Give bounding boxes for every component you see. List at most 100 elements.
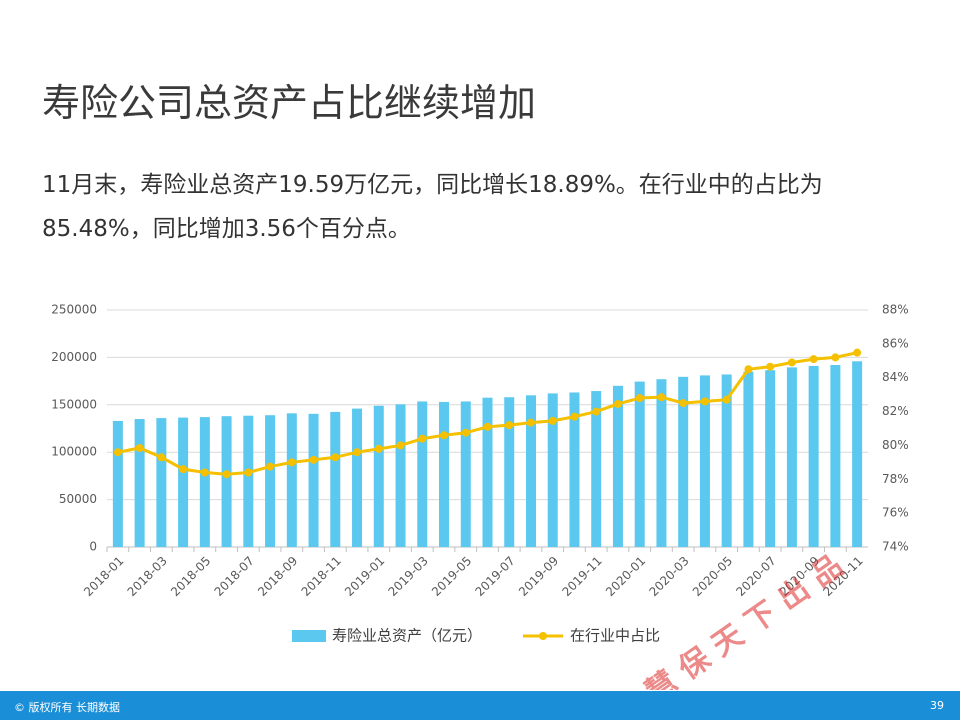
bar (656, 379, 667, 547)
line-marker (787, 358, 796, 367)
x-tick-label: 2018-11 (299, 554, 344, 599)
line-marker (505, 421, 514, 430)
x-tick-label: 2019-09 (516, 554, 561, 599)
y2-tick-label: 74% (882, 540, 909, 554)
y-tick-label: 200000 (51, 350, 97, 364)
line-marker (396, 441, 405, 450)
legend-swatch (292, 630, 326, 642)
line-marker (353, 448, 362, 457)
line-marker (613, 399, 622, 408)
y-tick-label: 50000 (59, 492, 97, 506)
bar (439, 401, 450, 547)
line-marker (244, 468, 253, 477)
line-marker (135, 443, 144, 452)
bar (808, 365, 819, 547)
bar (265, 415, 276, 547)
line-marker (853, 348, 862, 357)
bar (525, 395, 536, 547)
line-marker (157, 453, 166, 462)
y2-tick-label: 76% (882, 506, 909, 520)
bar (112, 420, 123, 547)
bar (786, 367, 797, 547)
y2-tick-label: 86% (882, 336, 909, 350)
x-tick-label: 2019-01 (342, 554, 387, 599)
slide-body: 11月末，寿险业总资产19.59万亿元，同比增长18.89%。在行业中的占比为8… (42, 172, 823, 242)
bar (156, 418, 167, 547)
line-marker (200, 468, 209, 477)
line-marker (461, 428, 470, 437)
y2-tick-label: 84% (882, 370, 909, 384)
bar (591, 391, 602, 547)
line-marker (831, 353, 840, 362)
line-marker (657, 393, 666, 402)
legend-label: 在行业中占比 (570, 627, 660, 645)
line-marker (744, 365, 753, 374)
line-marker (570, 412, 579, 421)
x-tick-label: 2019-07 (472, 554, 517, 599)
line-marker (179, 465, 188, 474)
x-tick-label: 2019-03 (386, 554, 431, 599)
y2-tick-label: 88% (882, 303, 909, 317)
line-marker (374, 444, 383, 453)
legend-label: 寿险业总资产（亿元） (332, 627, 482, 645)
x-tick-label: 2020-01 (603, 554, 648, 599)
bar (547, 393, 558, 547)
bar (743, 371, 754, 547)
bar (221, 416, 232, 547)
footer: © 版权所有 长期数据 39 (0, 691, 960, 720)
line-marker (309, 455, 318, 464)
bar (134, 419, 145, 547)
bar (830, 364, 841, 547)
bar (765, 370, 776, 547)
line-marker (766, 362, 775, 371)
bar (286, 413, 297, 547)
bar (308, 413, 319, 547)
bar (373, 405, 384, 547)
line-marker (635, 394, 644, 403)
x-tick-label: 2019-05 (429, 554, 474, 599)
bar (178, 417, 189, 547)
bar (243, 415, 254, 547)
x-tick-label: 2018-09 (255, 554, 300, 599)
y2-tick-label: 78% (882, 472, 909, 486)
line-marker (266, 462, 275, 471)
bar (460, 401, 471, 547)
bar (330, 411, 341, 547)
y-tick-label: 0 (89, 540, 97, 554)
line-marker (287, 458, 296, 467)
bar (417, 401, 428, 547)
line-marker (222, 470, 231, 479)
x-tick-label: 2020-05 (690, 554, 735, 599)
line-marker (331, 453, 340, 462)
line-marker (722, 395, 731, 404)
bar (504, 397, 515, 547)
line-marker (418, 434, 427, 443)
bar (678, 376, 689, 547)
x-tick-label: 2018-03 (125, 554, 170, 599)
line-marker (592, 407, 601, 416)
bar (852, 361, 863, 547)
bar (482, 397, 493, 547)
bar (199, 417, 210, 547)
page-number: 39 (930, 699, 944, 712)
line-marker (809, 355, 818, 364)
y-tick-label: 100000 (51, 445, 97, 459)
line-marker (548, 416, 557, 425)
x-tick-label: 2018-01 (81, 554, 126, 599)
bar (569, 392, 580, 547)
line-marker (679, 399, 688, 408)
x-tick-label: 2018-07 (212, 554, 257, 599)
bar (352, 408, 363, 547)
bar (721, 374, 732, 547)
chart: 0 50000 100000 150000 200000 250000 74% 76% 78% 8… (51, 303, 909, 691)
bar (699, 375, 710, 547)
line-marker (440, 431, 449, 440)
y2-tick-label: 82% (882, 404, 909, 418)
legend-swatch (539, 632, 547, 640)
bar (612, 385, 623, 547)
copyright: © 版权所有 长期数据 (14, 701, 120, 714)
bar (395, 404, 406, 547)
line-marker (113, 448, 122, 457)
x-tick-label: 2019-11 (559, 554, 604, 599)
